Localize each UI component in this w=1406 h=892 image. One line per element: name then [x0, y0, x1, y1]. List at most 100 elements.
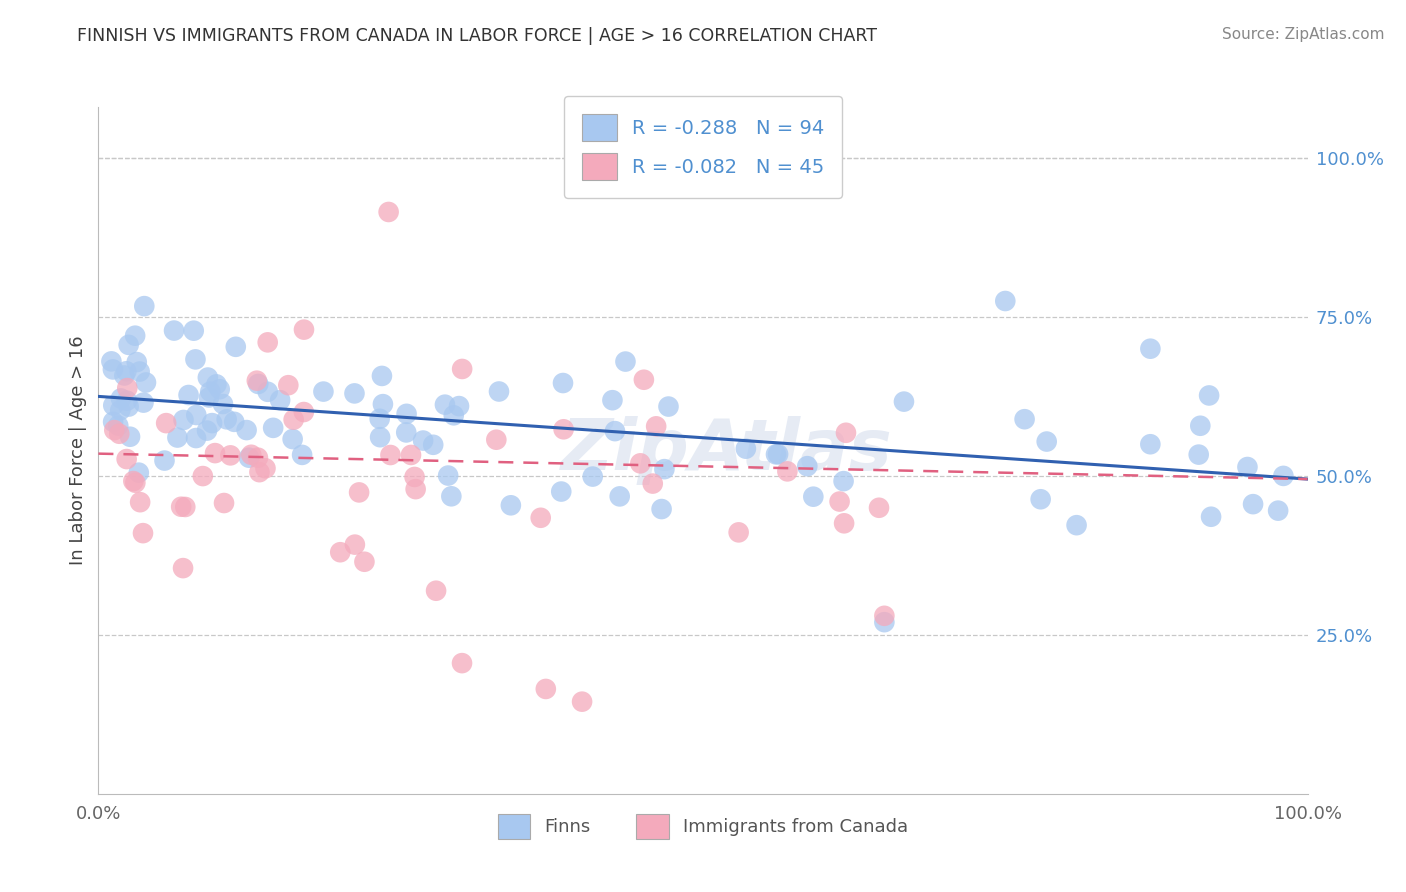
Point — [1236, 460, 1258, 475]
Point — [451, 656, 474, 670]
Point — [166, 431, 188, 445]
Point — [118, 400, 141, 414]
Point — [208, 382, 231, 396]
Point — [734, 442, 756, 456]
Point — [281, 432, 304, 446]
Point — [122, 474, 145, 488]
Point — [368, 411, 391, 425]
Point — [404, 470, 426, 484]
Point — [118, 430, 141, 444]
Point — [1272, 469, 1295, 483]
Point — [224, 415, 246, 429]
Point — [1014, 412, 1036, 426]
Point — [603, 424, 626, 438]
Point — [283, 412, 305, 426]
Point — [212, 397, 235, 411]
Point — [212, 496, 235, 510]
Point — [1139, 342, 1161, 356]
Point — [103, 398, 125, 412]
Point — [380, 448, 402, 462]
Point — [765, 447, 787, 461]
Point — [371, 368, 394, 383]
Point — [1199, 509, 1222, 524]
Point — [170, 500, 193, 514]
Point — [153, 453, 176, 467]
Point — [551, 376, 574, 390]
Point — [776, 464, 799, 478]
Point — [873, 615, 896, 630]
Point — [112, 368, 135, 383]
Point — [440, 489, 463, 503]
Point — [219, 449, 242, 463]
Point — [343, 538, 366, 552]
Point — [828, 494, 851, 508]
Point — [633, 373, 655, 387]
Legend: Finns, Immigrants from Canada: Finns, Immigrants from Canada — [491, 806, 915, 847]
Point — [1241, 497, 1264, 511]
Point — [395, 425, 418, 440]
Point — [530, 510, 553, 524]
Point — [657, 400, 679, 414]
Point — [256, 384, 278, 399]
Point — [371, 397, 394, 411]
Point — [184, 352, 207, 367]
Point — [235, 423, 257, 437]
Point — [1188, 448, 1211, 462]
Point — [1035, 434, 1057, 449]
Point — [550, 484, 572, 499]
Point — [329, 545, 352, 559]
Point — [499, 498, 522, 512]
Point — [614, 354, 637, 368]
Point — [628, 456, 651, 470]
Point — [110, 403, 132, 417]
Point — [534, 681, 557, 696]
Point — [553, 422, 575, 436]
Point — [254, 461, 277, 475]
Point — [117, 381, 139, 395]
Point — [115, 393, 138, 408]
Point — [129, 495, 152, 509]
Point — [135, 376, 157, 390]
Point — [128, 365, 150, 379]
Point — [893, 394, 915, 409]
Point — [312, 384, 335, 399]
Point — [835, 425, 858, 440]
Point — [115, 364, 138, 378]
Point — [215, 412, 238, 426]
Point — [155, 416, 177, 430]
Point — [174, 500, 197, 514]
Point — [198, 391, 221, 405]
Point — [262, 421, 284, 435]
Point — [204, 446, 226, 460]
Point — [291, 448, 314, 462]
Point — [292, 405, 315, 419]
Y-axis label: In Labor Force | Age > 16: In Labor Force | Age > 16 — [69, 335, 87, 566]
Point — [353, 555, 375, 569]
Point — [368, 430, 391, 444]
Point — [654, 462, 676, 476]
Point — [247, 376, 270, 391]
Point — [1066, 518, 1088, 533]
Point — [425, 583, 447, 598]
Text: Source: ZipAtlas.com: Source: ZipAtlas.com — [1222, 27, 1385, 42]
Point — [832, 516, 855, 531]
Point — [246, 450, 269, 465]
Point — [412, 434, 434, 448]
Point — [873, 608, 896, 623]
Point — [124, 475, 146, 490]
Point — [201, 416, 224, 430]
Point — [132, 395, 155, 409]
Point — [100, 354, 122, 368]
Point — [246, 374, 269, 388]
Point — [200, 384, 222, 399]
Point — [395, 407, 418, 421]
Point — [128, 466, 150, 480]
Point — [132, 526, 155, 541]
Point — [582, 469, 605, 483]
Point — [225, 340, 247, 354]
Point — [134, 299, 156, 313]
Point — [868, 500, 890, 515]
Point — [1189, 418, 1212, 433]
Point — [110, 392, 132, 406]
Point — [256, 335, 278, 350]
